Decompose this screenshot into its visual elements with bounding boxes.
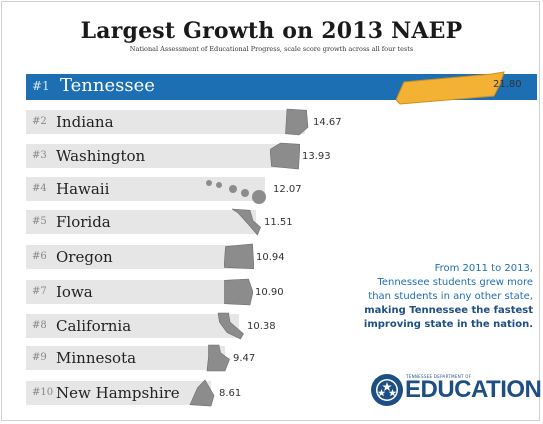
education-logo: TENNESSEE DEPARTMENT OF EDUCATION <box>368 370 542 410</box>
rank-label: #5 <box>32 216 47 227</box>
logo-education-text: EDUCATION <box>405 376 542 403</box>
state-label: New Hampshire <box>56 384 180 402</box>
rank-label: #1 <box>32 79 50 93</box>
bar-florida: #5 Florida <box>26 210 256 234</box>
state-shape-tennessee <box>396 71 505 105</box>
value-label: 14.67 <box>313 117 342 128</box>
rank-label: #2 <box>32 116 47 127</box>
bar-hawaii: #4 Hawaii <box>26 177 265 201</box>
value-label: 10.38 <box>247 321 276 332</box>
bar-indiana: #2 Indiana <box>26 110 305 134</box>
state-shape-indiana <box>285 108 309 136</box>
note-line: From 2011 to 2013, <box>434 263 533 274</box>
tennessee-tri-star-icon <box>371 374 403 406</box>
state-shape-california <box>217 312 244 340</box>
state-label: Oregon <box>56 248 113 266</box>
state-shape-minnesota <box>206 344 230 372</box>
value-label: 8.61 <box>219 388 242 399</box>
rank-label: #9 <box>32 352 47 363</box>
state-shape-iowa <box>224 278 253 306</box>
note-line-emphasis: improving state in the nation. <box>363 319 533 330</box>
bar-minnesota: #9 Minnesota <box>26 346 225 370</box>
value-label: 13.93 <box>302 151 331 162</box>
state-label: Iowa <box>56 283 93 301</box>
state-label: Indiana <box>56 113 114 131</box>
value-label: 9.47 <box>233 353 256 364</box>
rank-label: #10 <box>32 387 54 398</box>
bar-washington: #3 Washington <box>26 144 294 168</box>
value-label: 21.80 <box>493 79 522 90</box>
chart-subtitle: National Assessment of Educational Progr… <box>129 45 414 53</box>
value-label: 10.94 <box>256 252 285 263</box>
state-label: Minnesota <box>56 349 137 367</box>
rank-label: #7 <box>32 286 47 297</box>
value-label: 11.51 <box>264 217 293 228</box>
state-label: Florida <box>56 213 111 231</box>
callout-note: From 2011 to 2013, Tennessee students gr… <box>340 262 533 332</box>
bar-iowa: #7 Iowa <box>26 280 247 304</box>
state-label: Tennessee <box>60 75 155 96</box>
rank-label: #8 <box>32 320 47 331</box>
note-line: Tennessee students grew more <box>377 277 533 288</box>
value-label: 12.07 <box>273 184 302 195</box>
bar-new-hampshire: #10 New Hampshire <box>26 381 211 405</box>
state-label: Hawaii <box>56 180 110 198</box>
state-shape-florida <box>232 208 261 236</box>
bar-california: #8 California <box>26 314 239 338</box>
logo-department-text: TENNESSEE DEPARTMENT OF <box>406 374 472 379</box>
state-shape-hawaii <box>206 180 266 204</box>
note-line-emphasis: making Tennessee the fastest <box>364 305 533 316</box>
state-shape-new-hampshire <box>189 379 215 407</box>
state-shape-oregon <box>224 243 254 270</box>
state-shape-washington <box>270 142 300 170</box>
state-label: Washington <box>56 147 146 165</box>
value-label: 10.90 <box>255 287 284 298</box>
rank-label: #6 <box>32 251 47 262</box>
note-line: than students in any other state, <box>368 291 533 302</box>
chart-title: Largest Growth on 2013 NAEP <box>80 18 463 44</box>
state-label: California <box>56 317 132 335</box>
bar-oregon: #6 Oregon <box>26 245 248 269</box>
rank-label: #4 <box>32 183 47 194</box>
rank-label: #3 <box>32 150 47 161</box>
